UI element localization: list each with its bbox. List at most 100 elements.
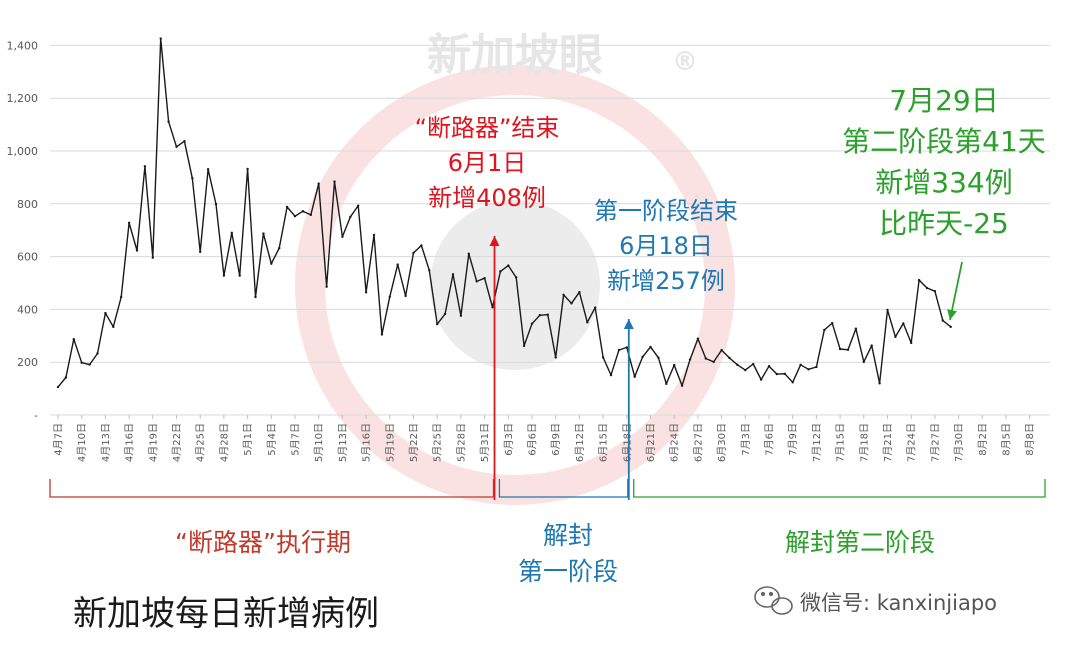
x-tick-label: 6月12日 bbox=[574, 423, 586, 462]
data-point bbox=[206, 168, 210, 171]
y-tick-label: 1,000 bbox=[7, 145, 39, 158]
y-tick-label: 200 bbox=[17, 356, 38, 369]
data-point bbox=[759, 378, 763, 381]
data-point bbox=[696, 337, 700, 340]
data-point bbox=[459, 314, 463, 317]
data-point bbox=[467, 252, 470, 255]
data-point bbox=[617, 348, 621, 352]
x-tick-label: 7月12日 bbox=[811, 423, 823, 462]
data-point bbox=[56, 385, 60, 389]
x-tick-label: 7月27日 bbox=[929, 423, 941, 462]
data-point bbox=[941, 319, 944, 322]
data-point bbox=[191, 176, 194, 180]
data-point bbox=[278, 246, 281, 250]
data-point bbox=[293, 215, 297, 218]
data-point bbox=[831, 321, 834, 325]
data-point bbox=[775, 372, 779, 376]
data-point bbox=[862, 360, 865, 364]
x-tick-label: 4月7日 bbox=[53, 423, 65, 456]
x-tick-label: 6月27日 bbox=[692, 423, 704, 462]
data-point bbox=[349, 215, 352, 219]
annotation-latest-line: 7月29日 bbox=[889, 84, 998, 117]
annotation-latest-line: 新增334例 bbox=[875, 166, 1012, 199]
data-point bbox=[933, 289, 937, 293]
data-point bbox=[823, 328, 826, 332]
x-tick-label: 5月13日 bbox=[337, 423, 349, 462]
data-point bbox=[451, 273, 455, 276]
data-point bbox=[333, 180, 336, 183]
data-point bbox=[254, 295, 257, 299]
data-point bbox=[388, 295, 391, 298]
data-point bbox=[301, 209, 305, 213]
data-point bbox=[854, 327, 858, 330]
x-tick-label: 4月25日 bbox=[195, 423, 207, 462]
x-tick-label: 6月18日 bbox=[621, 423, 633, 462]
x-axis: 4月7日 4月10日 4月13日 4月16日 4月19日 4月22日 4月25日 4月28日 5… bbox=[53, 415, 1036, 462]
x-tick-label: 7月21日 bbox=[882, 423, 894, 462]
data-point bbox=[886, 308, 889, 312]
data-point bbox=[601, 356, 605, 359]
data-point bbox=[120, 295, 123, 299]
annotation-phase1-end-line: 第一阶段结束 bbox=[594, 197, 738, 225]
data-point bbox=[594, 306, 597, 309]
x-tick-label: 5月28日 bbox=[455, 423, 467, 462]
data-point bbox=[736, 363, 739, 367]
period-bracket bbox=[498, 479, 629, 498]
data-point bbox=[127, 221, 131, 225]
x-tick-label: 5月1日 bbox=[242, 423, 254, 456]
data-point bbox=[530, 322, 534, 325]
data-point bbox=[680, 384, 684, 387]
x-tick-label: 4月28日 bbox=[218, 423, 230, 462]
data-point bbox=[380, 333, 384, 336]
period-label-phase1-line: 解封 bbox=[543, 521, 593, 550]
data-point bbox=[341, 235, 344, 238]
data-point bbox=[420, 244, 423, 247]
data-point bbox=[815, 365, 818, 369]
watermark-center bbox=[430, 200, 600, 370]
x-tick-label: 7月18日 bbox=[858, 423, 870, 462]
data-point bbox=[199, 250, 202, 254]
data-point bbox=[570, 302, 573, 305]
x-tick-label: 5月31日 bbox=[479, 423, 491, 462]
data-point bbox=[372, 233, 376, 237]
period-label-circuit-breaker-line: “断路器”执行期 bbox=[175, 528, 351, 557]
data-point bbox=[475, 280, 478, 283]
data-point bbox=[159, 37, 162, 40]
chart-caption: 新加坡每日新增病例 bbox=[73, 594, 379, 634]
x-tick-label: 6月9日 bbox=[550, 423, 562, 456]
data-point bbox=[783, 372, 786, 376]
annotation-phase1-end-line: 6月18日 bbox=[619, 232, 713, 260]
data-point bbox=[586, 321, 589, 324]
data-point bbox=[246, 167, 249, 171]
data-point bbox=[222, 274, 226, 277]
period-label-phase2: 解封第二阶段 bbox=[785, 528, 935, 557]
x-tick-label: 7月3日 bbox=[740, 423, 752, 456]
x-tick-label: 8月2日 bbox=[977, 423, 989, 456]
data-point bbox=[175, 145, 178, 148]
series bbox=[56, 37, 952, 389]
data-point bbox=[807, 368, 810, 371]
x-tick-label: 4月13日 bbox=[100, 423, 112, 462]
data-point bbox=[167, 120, 170, 123]
x-tick-label: 7月24日 bbox=[906, 423, 918, 462]
data-point bbox=[285, 205, 289, 209]
period-label-circuit-breaker: “断路器”执行期 bbox=[175, 528, 351, 557]
data-point bbox=[143, 165, 147, 168]
x-tick-label: 7月9日 bbox=[787, 423, 799, 456]
wechat-id: 微信号: kanxinjiapo bbox=[754, 586, 997, 615]
data-point bbox=[949, 325, 952, 329]
data-point bbox=[151, 256, 154, 259]
x-tick-label: 7月30日 bbox=[953, 423, 965, 462]
data-point bbox=[72, 338, 76, 341]
period-bracket bbox=[49, 479, 495, 498]
arrow-circuit-breaker-end bbox=[489, 236, 500, 500]
x-tick-label: 4月10日 bbox=[76, 423, 88, 462]
x-tick-label: 5月10日 bbox=[313, 423, 325, 462]
data-point bbox=[483, 277, 486, 280]
annotation-arrows bbox=[489, 236, 963, 500]
